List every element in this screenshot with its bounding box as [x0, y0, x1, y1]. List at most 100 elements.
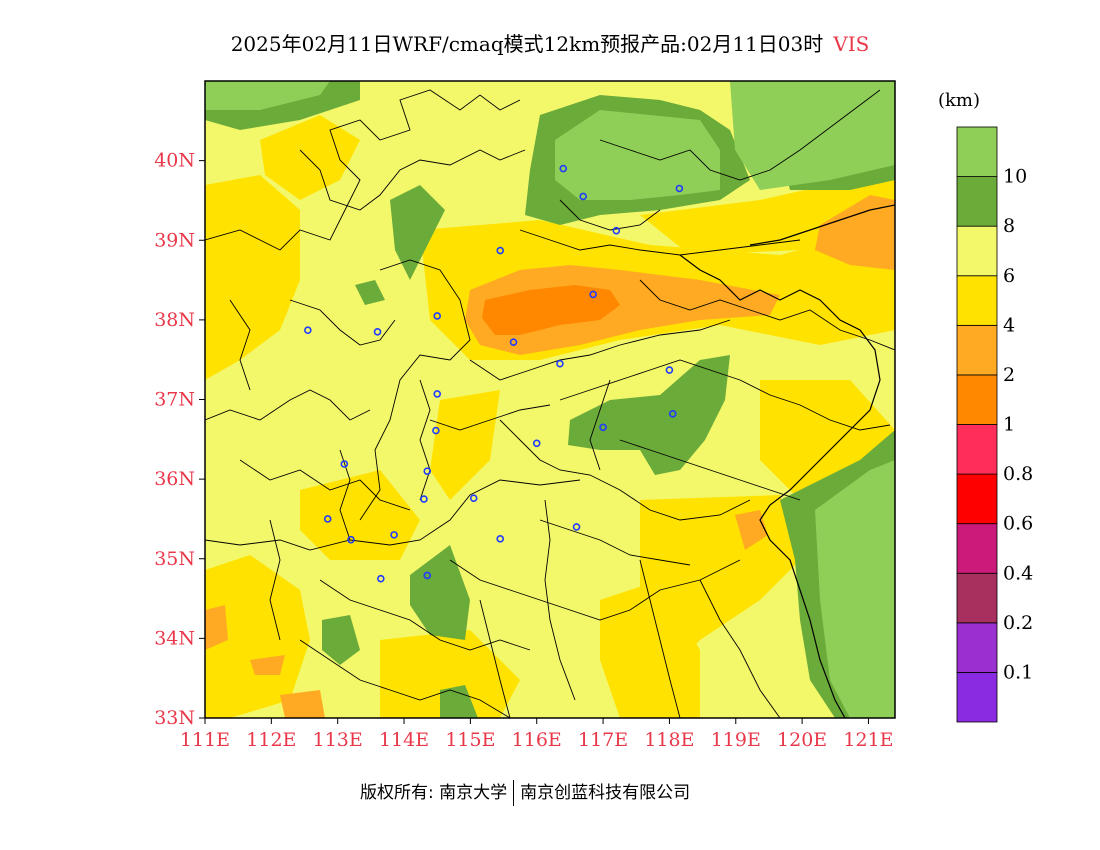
field-lightgreen-coast [815, 460, 895, 718]
x-tick-label: 121E [843, 729, 893, 751]
colorbar-label: 2 [1003, 364, 1015, 386]
station-marker [665, 366, 674, 374]
field-yellow-south-center [600, 580, 700, 718]
station-layer [304, 164, 684, 583]
boundary-line [289, 299, 396, 346]
station-marker [556, 359, 564, 368]
chart-title: 2025年02月11日WRF/cmaq模式12km预报产品:02月11日03时 V… [0, 28, 1100, 57]
station-marker [496, 246, 505, 255]
station-marker [423, 571, 432, 580]
station-marker [579, 192, 587, 201]
x-tick-label: 120E [777, 729, 827, 751]
colorbar-bin [956, 424, 998, 475]
station-marker [304, 326, 312, 335]
colorbar-label: 4 [1003, 314, 1015, 336]
y-tick-label: 33N [154, 707, 195, 729]
colorbar-bin [956, 374, 998, 425]
boundary-layer [205, 89, 895, 718]
station-marker [559, 164, 568, 173]
colorbar-bin [956, 622, 998, 673]
y-tick-label: 34N [154, 627, 195, 649]
station-marker [433, 312, 442, 320]
boundary-line [205, 89, 521, 251]
station-marker [432, 426, 440, 435]
x-tick-label: 115E [445, 729, 495, 751]
boundary-line [469, 319, 731, 381]
field-green-jinzhong [355, 280, 385, 305]
field-orange-bohai [815, 195, 895, 270]
station-marker [675, 184, 684, 193]
station-marker [420, 495, 428, 503]
x-tick-label: 111E [180, 729, 230, 751]
station-marker [469, 494, 478, 503]
coastline [679, 254, 881, 718]
station-marker [572, 523, 581, 531]
coastline [749, 204, 895, 246]
field-green-bottom [440, 685, 478, 718]
boundary-line [544, 499, 576, 701]
colorbar-label: 0.4 [1003, 562, 1033, 584]
boundary-line [269, 519, 281, 641]
field-green-taihang [390, 185, 445, 280]
colorbar-bin [956, 572, 998, 624]
station-marker [433, 390, 442, 398]
field-yellow-hebei-south [430, 390, 500, 500]
field-green-shandong [568, 355, 730, 475]
field-yellow-south-west [205, 555, 310, 718]
x-tick-label: 116E [512, 729, 562, 751]
boundary-line [419, 379, 431, 501]
field-orange-central [465, 265, 780, 355]
colorbar: 0.1 0.2 0.4 0.6 0.8 1 2 4 6 8 10 [956, 126, 1033, 723]
boundary-line [479, 599, 511, 718]
copyright-text: 版权所有: 南京大学 [360, 783, 508, 803]
colorbar-label: 6 [1003, 265, 1015, 287]
station-marker [390, 531, 398, 539]
station-marker [423, 467, 432, 475]
colorbar-label: 0.6 [1003, 513, 1033, 535]
station-marker [532, 439, 541, 448]
colorbar-unit: (km) [938, 90, 981, 111]
boundary-line [589, 379, 611, 471]
title-text: 2025年02月11日WRF/cmaq模式12km预报产品:02月11日03时 [230, 32, 824, 56]
boundary-line [699, 579, 781, 718]
station-marker [496, 535, 505, 543]
field-orange-sw2 [250, 655, 285, 675]
footer-separator [513, 780, 515, 806]
y-tick-label: 39N [154, 229, 195, 251]
colorbar-label: 10 [1003, 166, 1027, 188]
boundary-line [239, 459, 411, 511]
station-marker [347, 535, 355, 544]
boundary-line [559, 199, 661, 231]
field-layer [205, 81, 895, 718]
x-tick-label: 112E [246, 729, 296, 751]
station-marker [323, 515, 332, 523]
boundary-line [599, 89, 881, 181]
x-axis: 111E 112E 113E 114E 115E 116E 117E 118E 119E 120E… [180, 718, 894, 751]
boundary-line [619, 439, 801, 501]
field-yellow-west [205, 175, 300, 380]
y-tick-label: 37N [154, 389, 195, 411]
x-tick-label: 113E [313, 729, 363, 751]
colorbar-label: 0.2 [1003, 612, 1033, 634]
colorbar-label: 8 [1003, 215, 1015, 237]
footer: 版权所有: 南京大学 南京创蓝科技有限公司 [360, 778, 690, 806]
colorbar-bin [956, 275, 998, 326]
boundary-line [299, 639, 511, 718]
boundary-line [639, 559, 681, 718]
boundary-line [319, 579, 531, 651]
colorbar-bin [956, 176, 998, 227]
colorbar-bin [956, 473, 998, 525]
field-green-sw-small [322, 615, 360, 665]
boundary-line [339, 449, 351, 541]
boundary-line [519, 229, 801, 256]
boundary-line [539, 519, 691, 566]
field-yellow-northwest [260, 115, 360, 200]
station-marker [509, 338, 518, 346]
boundary-line [299, 149, 526, 211]
x-tick-label: 114E [379, 729, 429, 751]
boundary-line [449, 559, 741, 621]
colorbar-label: 0.1 [1003, 661, 1033, 683]
field-orange-sw1 [205, 605, 228, 650]
colorbar-label: 1 [1003, 414, 1015, 436]
